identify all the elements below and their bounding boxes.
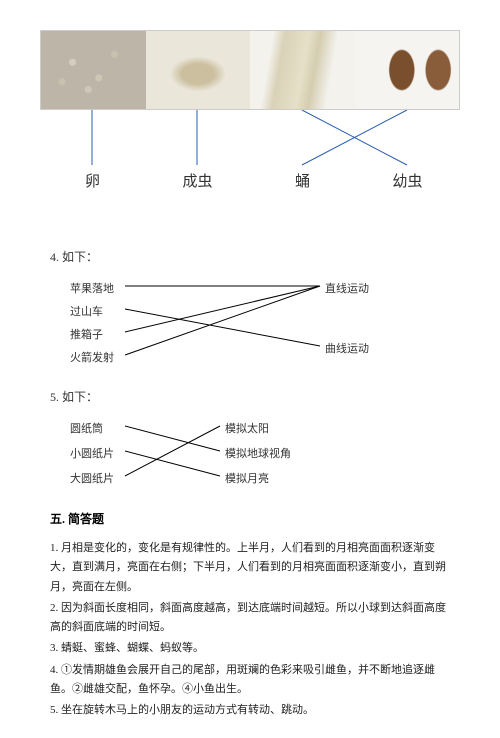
figure-label-3: 幼虫 (355, 170, 460, 191)
section-5-title: 五. 简答题 (50, 510, 500, 527)
match-right-item: 模拟太阳 (225, 420, 269, 436)
match-left-item: 苹果落地 (70, 280, 114, 296)
figure-labels: 卵成虫蛹幼虫 (40, 170, 460, 191)
answer-3: 3. 蜻蜓、蜜蜂、蝴蝶、蚂蚁等。 (50, 639, 450, 658)
match-left-item: 小圆纸片 (70, 445, 114, 461)
match-right-item: 曲线运动 (325, 340, 369, 356)
figure-label-0: 卵 (40, 170, 145, 191)
figure-label-1: 成虫 (145, 170, 250, 191)
lifecycle-image-1 (146, 31, 251, 109)
match-right-item: 模拟地球视角 (225, 445, 291, 461)
match-right-item: 模拟月亮 (225, 470, 269, 486)
figure-label-2: 蛹 (250, 170, 355, 191)
answer-1: 1. 月相是变化的，变化是有规律性的。上半月，人们看到的月相亮面面积逐渐变大，直… (50, 539, 450, 597)
match-left-item: 火箭发射 (70, 349, 114, 365)
answer-5: 5. 坐在旋转木马上的小朋友的运动方式有转动、跳动。 (50, 701, 450, 720)
section-5-answers: 1. 月相是变化的，变化是有规律性的。上半月，人们看到的月相亮面面积逐渐变大，直… (50, 539, 450, 720)
image-strip (40, 30, 460, 110)
lifecycle-image-2 (250, 31, 355, 109)
answer-2: 2. 因为斜面长度相同，斜面高度越高，到达底端时间越短。所以小球到达斜面高度高的… (50, 599, 450, 638)
lifecycle-image-3 (355, 31, 460, 109)
q4-match: 苹果落地过山车推箱子火箭发射 直线运动曲线运动 (70, 275, 420, 370)
match-left-item: 推箱子 (70, 326, 103, 342)
match-left-item: 圆纸筒 (70, 420, 103, 436)
match-right-item: 直线运动 (325, 280, 369, 296)
q5-marker: 5. 如下： (50, 388, 500, 405)
q5-match: 圆纸筒小圆纸片大圆纸片 模拟太阳模拟地球视角模拟月亮 (70, 415, 420, 490)
match-left-item: 大圆纸片 (70, 470, 114, 486)
q4-marker: 4. 如下： (50, 248, 500, 265)
figure-connector-lines (40, 110, 460, 170)
match-left-item: 过山车 (70, 303, 103, 319)
answer-4: 4. ①发情期雄鱼会展开自己的尾部，用斑斓的色彩来吸引雌鱼，并不断地追逐雌鱼。②… (50, 661, 450, 700)
lifecycle-figure: 卵成虫蛹幼虫 (40, 30, 460, 230)
lifecycle-image-0 (41, 31, 146, 109)
